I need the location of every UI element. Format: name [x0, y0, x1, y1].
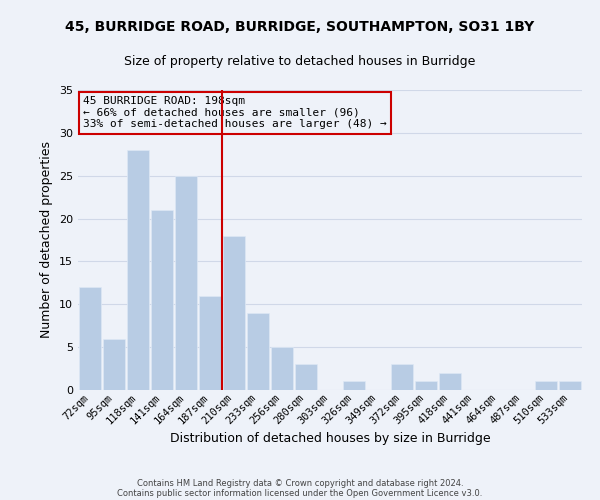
Text: Size of property relative to detached houses in Burridge: Size of property relative to detached ho… — [124, 55, 476, 68]
Bar — [127, 150, 149, 390]
Bar — [175, 176, 197, 390]
Bar — [151, 210, 173, 390]
Bar — [535, 382, 557, 390]
Text: 45, BURRIDGE ROAD, BURRIDGE, SOUTHAMPTON, SO31 1BY: 45, BURRIDGE ROAD, BURRIDGE, SOUTHAMPTON… — [65, 20, 535, 34]
Bar — [103, 338, 125, 390]
Bar — [439, 373, 461, 390]
Bar — [343, 382, 365, 390]
Bar — [223, 236, 245, 390]
Bar — [271, 347, 293, 390]
Bar — [559, 382, 581, 390]
Text: Contains public sector information licensed under the Open Government Licence v3: Contains public sector information licen… — [118, 488, 482, 498]
Bar — [247, 313, 269, 390]
Text: 45 BURRIDGE ROAD: 198sqm
← 66% of detached houses are smaller (96)
33% of semi-d: 45 BURRIDGE ROAD: 198sqm ← 66% of detach… — [83, 96, 387, 129]
Bar — [199, 296, 221, 390]
X-axis label: Distribution of detached houses by size in Burridge: Distribution of detached houses by size … — [170, 432, 490, 445]
Bar — [415, 382, 437, 390]
Y-axis label: Number of detached properties: Number of detached properties — [40, 142, 53, 338]
Bar — [79, 287, 101, 390]
Bar — [391, 364, 413, 390]
Text: Contains HM Land Registry data © Crown copyright and database right 2024.: Contains HM Land Registry data © Crown c… — [137, 478, 463, 488]
Bar — [295, 364, 317, 390]
